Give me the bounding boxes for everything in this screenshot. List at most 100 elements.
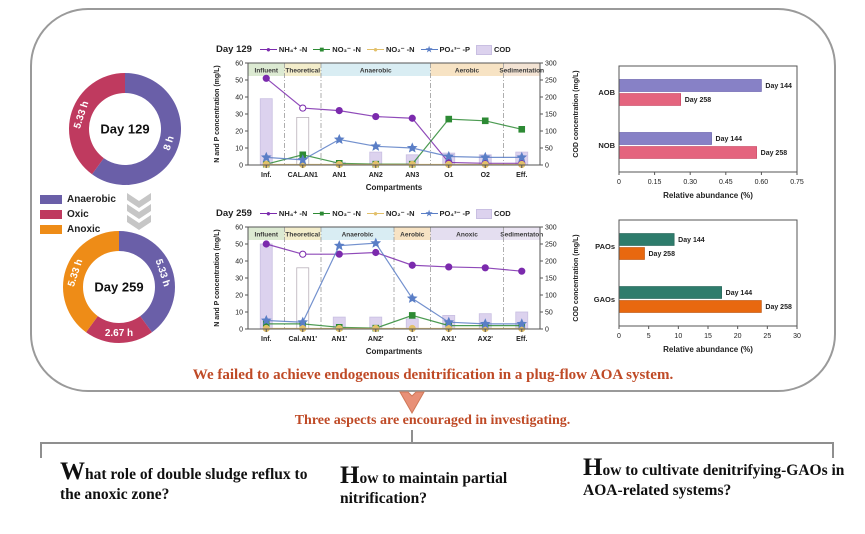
svg-text:30: 30: [235, 275, 243, 282]
svg-text:Sedimentation: Sedimentation: [499, 68, 544, 75]
svg-text:COD concentration (mg/L): COD concentration (mg/L): [573, 234, 580, 321]
svg-text:8 h: 8 h: [162, 135, 177, 152]
svg-text:50: 50: [545, 145, 553, 152]
square-marker-icon: ■: [313, 209, 331, 218]
svg-text:0: 0: [239, 326, 243, 333]
svg-text:Influent: Influent: [255, 68, 279, 75]
conclusion-text: We failed to achieve endogenous denitrif…: [192, 367, 674, 383]
svg-text:40: 40: [235, 258, 243, 265]
svg-text:AX1': AX1': [441, 336, 457, 343]
svg-text:Anoxic: Anoxic: [456, 232, 478, 239]
series-star: [260, 133, 528, 165]
chart-title-day259: Day 259: [216, 208, 252, 219]
svg-text:Anaerobic: Anaerobic: [342, 232, 374, 239]
zone-legend-item: Oxic: [40, 209, 116, 220]
results-panel: 8 h 5.33 h Day 129 Anaerobic Oxic Anoxic 5.3…: [30, 8, 836, 392]
svg-text:Day 258: Day 258: [649, 251, 676, 258]
x-axis: Inf. CAL.AN1 AN1 AN2 AN3 O1 O2 Eff.: [261, 165, 527, 179]
svg-text:AX2': AX2': [478, 336, 494, 343]
svg-text:100: 100: [545, 292, 557, 299]
bar-GAOs-Day 258: Day 258: [618, 300, 792, 313]
svg-text:0: 0: [617, 333, 621, 340]
question-double-sludge-reflux: What role of double sludge reflux to the…: [60, 458, 308, 504]
svg-text:60: 60: [235, 60, 243, 67]
bracket-line: [40, 442, 834, 458]
svg-text:250: 250: [545, 241, 557, 248]
cod-swatch-icon: [475, 44, 492, 55]
svg-text:5: 5: [647, 333, 651, 340]
svg-text:15: 15: [704, 333, 712, 340]
svg-text:50: 50: [235, 241, 243, 248]
legend-item-cod: COD: [475, 44, 511, 55]
svg-text:Aerobic: Aerobic: [455, 68, 480, 75]
legend-item: ■ NO₃⁻ -N: [313, 45, 361, 54]
svg-text:Eff.: Eff.: [516, 172, 527, 179]
svg-text:COD concentration (mg/L): COD concentration (mg/L): [573, 70, 580, 157]
svg-text:AN1: AN1: [332, 172, 346, 179]
svg-text:0.15: 0.15: [648, 179, 662, 186]
x-axis: Inf. Cal.AN1' AN1' AN2' O1' AX1' AX2' Eff.: [261, 329, 527, 343]
chart-legend-day259: ● NH₄⁺ -N ■ NO₃⁻ -N ● NO₂⁻ -N ★ PO₄³⁻ -P COD: [259, 208, 511, 219]
svg-text:10: 10: [235, 309, 243, 316]
svg-text:0.60: 0.60: [755, 179, 769, 186]
svg-text:300: 300: [545, 224, 557, 231]
zone-legend-item: Anaerobic: [40, 194, 116, 205]
donut-segment-Anaerobic: [119, 231, 175, 333]
bar-AOB-Day 258: Day 258: [618, 93, 711, 106]
svg-text:30: 30: [235, 111, 243, 118]
svg-text:100: 100: [545, 128, 557, 135]
svg-text:20: 20: [734, 333, 742, 340]
series-star: [260, 237, 528, 329]
svg-text:150: 150: [545, 111, 557, 118]
zone-legend-item: Anoxic: [40, 224, 116, 235]
svg-text:10: 10: [235, 145, 243, 152]
y-axis-left: 0 10 20 30 40 50 60: [235, 60, 248, 169]
svg-text:AN3: AN3: [405, 172, 419, 179]
svg-text:Relative abundance (%): Relative abundance (%): [663, 191, 753, 200]
chevron-down-icon: [127, 193, 151, 230]
svg-text:AN2': AN2': [368, 336, 384, 343]
svg-text:GAOs: GAOs: [594, 295, 615, 304]
donut-segment-Oxic: [69, 73, 125, 175]
svg-text:0: 0: [545, 162, 549, 169]
svg-text:Compartments: Compartments: [366, 347, 423, 356]
cod-swatch-icon: [475, 208, 492, 219]
line-chart-day129: Influent Theoretical Anaerobic Aerobic Sedim…: [214, 60, 580, 192]
circle-marker-icon: ●: [259, 209, 277, 218]
region-bands: Influent Theoretical Anaerobic Aerobic Sedim…: [248, 63, 544, 165]
donut-segment-Oxic: [86, 316, 152, 343]
y-axis-left: 0 10 20 30 40 50 60: [235, 224, 248, 333]
circle-marker-icon: ●: [366, 209, 384, 218]
line-chart-day259: Influent Theoretical Anaerobic Aerobic Anoxi…: [214, 224, 580, 356]
svg-text:Inf.: Inf.: [261, 172, 272, 179]
svg-text:AN1': AN1': [331, 336, 347, 343]
y-axis-right: 0 50 100 150 200 250 300: [540, 224, 557, 333]
donut-chart-day259: 5.33 h2.67 h5.33 h Day 259: [63, 231, 175, 343]
svg-text:0: 0: [545, 326, 549, 333]
bar-PAOs-Day 144: Day 144: [618, 233, 705, 246]
legend-item: ★ PO₄³⁻ -P: [420, 209, 470, 218]
svg-text:50: 50: [235, 77, 243, 84]
star-marker-icon: ★: [420, 209, 438, 218]
svg-text:Anaerobic: Anaerobic: [360, 68, 392, 75]
donut-segment-Anoxic: [63, 231, 119, 333]
svg-text:Day 259: Day 259: [94, 280, 143, 295]
connector-line: [411, 430, 413, 442]
svg-text:PAOs: PAOs: [595, 242, 615, 251]
svg-text:O1: O1: [444, 172, 453, 179]
svg-text:AN2: AN2: [369, 172, 383, 179]
bar-AOB-Day 144: Day 144: [618, 79, 792, 92]
bar-PAOs-Day 258: Day 258: [618, 247, 676, 260]
legend-item: ● NO₂⁻ -N: [366, 45, 415, 54]
svg-text:60: 60: [235, 224, 243, 231]
svg-text:50: 50: [545, 309, 553, 316]
svg-text:N and P concentration (mg/L): N and P concentration (mg/L): [214, 229, 221, 327]
question-denitrifying-gaos: How to cultivate denitrifying-GAOs in AO…: [583, 454, 845, 500]
bar-GAOs-Day 144: Day 144: [618, 286, 752, 299]
svg-text:Day 144: Day 144: [765, 83, 792, 90]
svg-text:20: 20: [235, 292, 243, 299]
x-axis: 0 0.15 0.30 0.45 0.60 0.75: [617, 172, 804, 186]
down-arrow-icon: [399, 391, 425, 414]
